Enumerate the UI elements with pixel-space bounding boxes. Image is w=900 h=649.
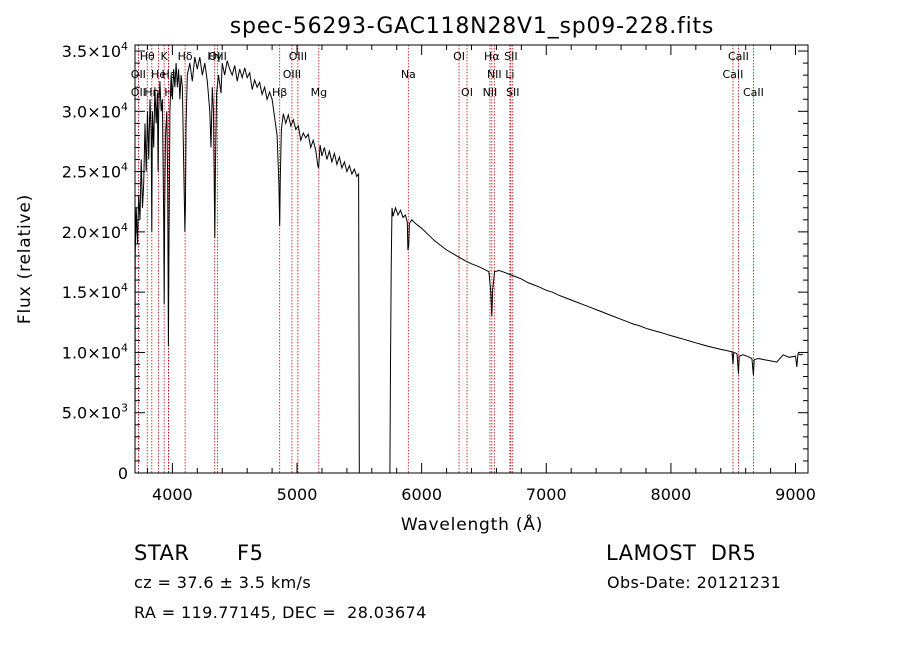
- line-label: H: [164, 86, 172, 99]
- line-label: Hε: [162, 68, 176, 81]
- line-label: OI: [461, 86, 473, 99]
- y-tick-label: 0: [118, 464, 128, 483]
- line-label: OIII: [289, 50, 307, 63]
- redshift-velocity: cz = 37.6 ± 3.5 km/s: [134, 573, 312, 592]
- y-tick-label: 2.0×104: [62, 221, 128, 242]
- y-tick-label: 1.5×104: [62, 281, 128, 302]
- line-label: CaII: [723, 68, 744, 81]
- object-subclass: F5: [237, 541, 264, 565]
- line-label: Hθ: [140, 50, 155, 63]
- line-label: OI: [453, 50, 465, 63]
- coordinates: RA = 119.77145, DEC = 28.03674: [134, 603, 427, 622]
- line-label: CaII: [743, 86, 764, 99]
- x-axis-label: Wavelength (Å): [401, 513, 543, 535]
- y-tick-label: 1.0×104: [62, 341, 128, 362]
- emission-line-markers: [137, 45, 754, 473]
- x-tick-label: 8000: [651, 485, 692, 504]
- line-label: Mg: [311, 86, 327, 99]
- y-tick-label: 5.0×103: [62, 402, 128, 423]
- line-label: OII: [131, 68, 146, 81]
- line-label: SII: [506, 86, 519, 99]
- y-tick-label: 3.5×104: [62, 40, 128, 61]
- line-label: Hδ: [178, 50, 193, 63]
- x-tick-label: 5000: [277, 485, 318, 504]
- y-tick-label: 3.0×104: [62, 100, 128, 121]
- x-axis-ticks: 4000 5000 6000 7000 8000 9000: [146, 45, 816, 504]
- x-tick-label: 6000: [401, 485, 442, 504]
- line-label: K: [161, 50, 169, 63]
- x-tick-label: 4000: [152, 485, 193, 504]
- survey-release: LAMOST DR5: [606, 541, 757, 565]
- line-label: Li: [505, 68, 514, 81]
- line-label: NII: [487, 68, 502, 81]
- y-axis-label: Flux (relative): [15, 194, 35, 324]
- spectrum-line: [134, 56, 804, 474]
- line-label: OIII: [208, 50, 226, 63]
- line-label: NII: [483, 86, 498, 99]
- line-label: Hβ: [272, 86, 287, 99]
- line-label: Na: [401, 68, 416, 81]
- plot-frame: [134, 44, 809, 474]
- y-axis-ticks: 0 5.0×103 1.0×104 1.5×104 2.0×104 2.5×104 3.0×…: [62, 40, 808, 483]
- line-label: Hγ: [207, 50, 222, 63]
- object-class: STAR: [134, 541, 190, 565]
- line-label: He: [151, 68, 166, 81]
- line-label: SII: [504, 50, 517, 63]
- chart-title: spec-56293-GAC118N28V1_sp09-228.fits: [230, 14, 714, 39]
- line-label: CaII: [728, 50, 749, 63]
- x-tick-label: 7000: [526, 485, 567, 504]
- line-label: OIII: [283, 68, 301, 81]
- line-label: Hα: [484, 50, 500, 63]
- x-tick-label: 9000: [775, 485, 816, 504]
- y-tick-label: 2.5×104: [62, 161, 128, 182]
- observation-date: Obs-Date: 20121231: [607, 573, 782, 592]
